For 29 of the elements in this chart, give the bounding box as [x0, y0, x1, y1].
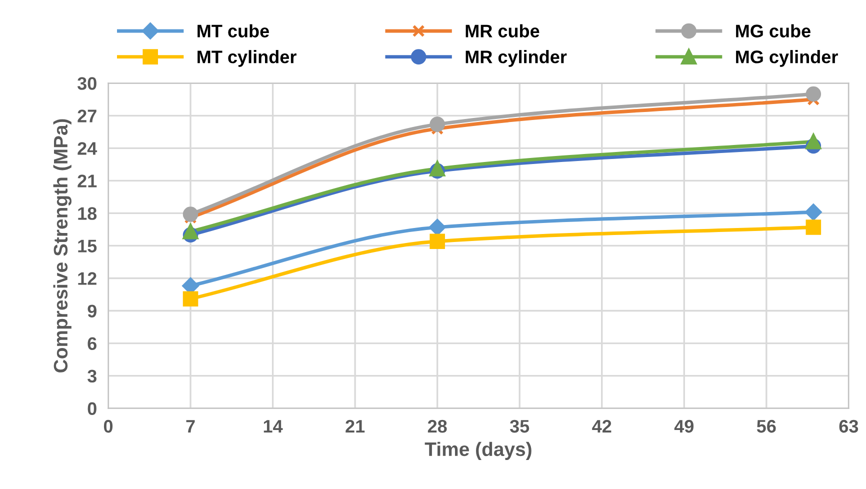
x-tick-label: 0: [104, 420, 113, 433]
y-tick-label: 24: [78, 142, 98, 155]
y-axis-title: Compresive Strength (MPa): [53, 119, 72, 372]
x-tick-label: 35: [510, 420, 530, 433]
y-tick-label: 21: [78, 174, 97, 188]
y-tick-label: 0: [88, 402, 96, 416]
legend-label: MG cube: [736, 24, 810, 38]
legend-label: MT cube: [198, 24, 269, 38]
x-tick-label: 21: [346, 420, 365, 433]
x-tick-label: 28: [428, 420, 447, 433]
y-tick-label: 9: [88, 304, 96, 318]
y-tick-label: 15: [78, 240, 97, 252]
x-tick-label: 7: [186, 420, 195, 433]
legend-label: MR cube: [466, 24, 540, 38]
x-tick-label: 49: [674, 420, 694, 433]
y-tick-label: 3: [88, 370, 96, 383]
y-tick-label: 30: [77, 77, 96, 90]
x-tick-label: 63: [839, 420, 858, 433]
legend-label: MR cylinder: [466, 50, 567, 67]
y-tick-label: 27: [78, 110, 96, 122]
x-tick-label: 14: [264, 420, 283, 433]
x-axis-title: Time (days): [424, 442, 532, 460]
y-tick-label: 6: [88, 337, 96, 350]
x-tick-label: 42: [592, 420, 612, 433]
y-tick-label: 18: [78, 207, 97, 220]
legend-label: MG cylinder: [736, 50, 838, 67]
y-tick-label: 12: [78, 272, 96, 285]
x-tick-label: 56: [756, 420, 776, 433]
legend-label: MT cylinder: [198, 50, 296, 67]
